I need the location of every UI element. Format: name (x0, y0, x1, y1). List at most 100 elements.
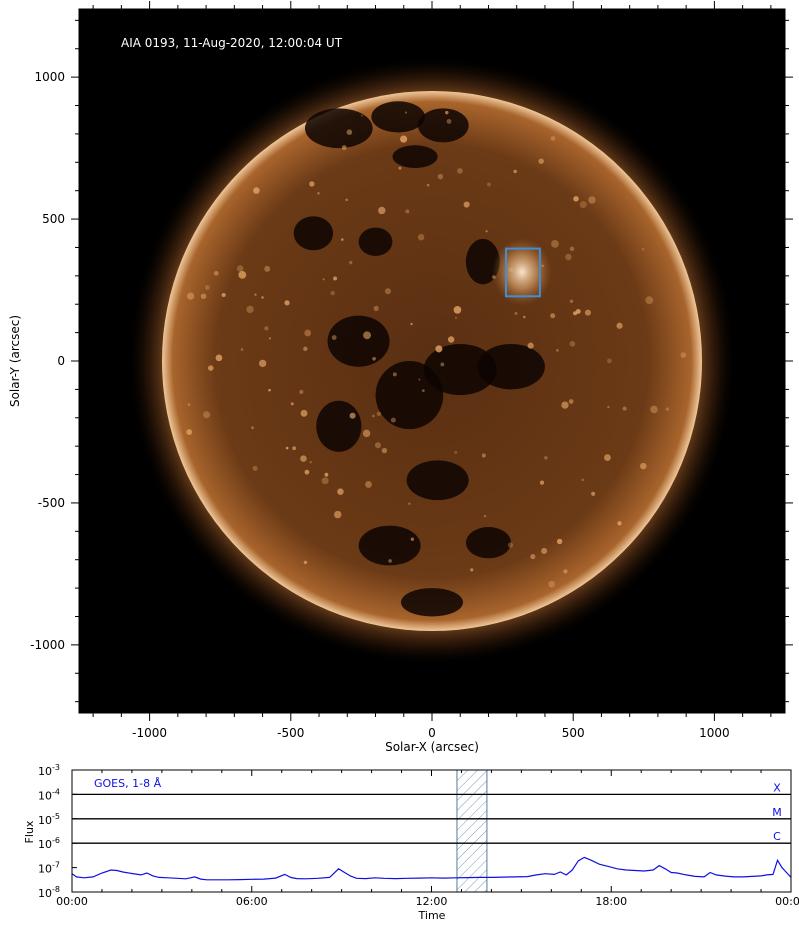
bright-point (333, 276, 338, 281)
bright-point (463, 201, 470, 208)
bright-point (573, 311, 578, 316)
bright-point (254, 293, 257, 296)
bright-point (561, 401, 569, 409)
bright-point (253, 187, 260, 194)
bright-point (381, 447, 388, 454)
bright-point (384, 288, 392, 295)
bright-point (372, 414, 375, 418)
x-tick-label: 1000 (699, 726, 730, 740)
x-tick-label: 00:00 (56, 895, 88, 908)
bright-point (680, 352, 687, 358)
x-tick-label: 06:00 (236, 895, 268, 908)
bright-point (376, 411, 382, 416)
bright-point (417, 233, 425, 241)
x-tick-label: 12:00 (416, 895, 448, 908)
bright-point (418, 378, 421, 381)
image-y-axis-label: Solar-Y (arcsec) (8, 315, 22, 407)
bright-point (563, 569, 568, 574)
sun-render (127, 56, 737, 666)
x-tick-label: 500 (562, 726, 585, 740)
bright-point (440, 362, 445, 367)
x-tick-label: -500 (277, 726, 304, 740)
bright-point (530, 553, 536, 560)
bright-point (404, 111, 407, 114)
coronal-hole (316, 400, 362, 452)
y-tick-label: -1000 (30, 638, 65, 652)
x-tick-label: -1000 (132, 726, 167, 740)
bright-point (453, 306, 462, 314)
bright-point (641, 247, 645, 251)
bright-point (246, 305, 254, 314)
coronal-hole (371, 101, 425, 133)
bright-point (324, 472, 329, 477)
coronal-hole (477, 343, 545, 390)
bright-point (259, 359, 267, 368)
bright-point (665, 407, 670, 411)
bright-point (360, 114, 364, 117)
bright-point (292, 446, 296, 451)
aia-image-panel: -1000 -500 0 500 1000 1000 500 0 -500 -1000 AIA 0… (8, 1, 793, 754)
image-axes-ticks: -1000 -500 0 500 1000 1000 500 0 -500 -1000 (30, 1, 793, 740)
lightcurve-background (72, 770, 791, 892)
y-tick-label: 500 (42, 212, 65, 226)
bright-point (268, 388, 271, 392)
goes-flux-line (72, 856, 791, 881)
bright-point (548, 580, 555, 588)
image-x-axis-label: Solar-X (arcsec) (385, 740, 479, 754)
bright-point (334, 510, 342, 519)
bright-point (372, 356, 376, 361)
flare-level-lines: XMC (72, 781, 791, 844)
bright-point (290, 402, 294, 406)
lightcurve-x-axis-label: Time (418, 909, 446, 922)
bright-point (285, 446, 289, 450)
bright-point (447, 336, 455, 343)
bright-point (421, 389, 425, 393)
y-tick-label: 10-7 (38, 861, 60, 876)
bright-point (538, 158, 544, 164)
bright-point (374, 442, 381, 449)
bright-point (486, 182, 491, 187)
bright-point (622, 406, 627, 411)
y-tick-label: 1000 (34, 70, 65, 84)
bright-point (264, 265, 271, 272)
bright-point (591, 491, 596, 496)
bright-point (331, 335, 337, 340)
flare-class-label: M (772, 806, 782, 819)
bright-point (457, 168, 463, 174)
bright-point (345, 198, 348, 202)
coronal-hole (304, 108, 373, 149)
bright-point (454, 450, 458, 454)
bright-point (400, 135, 408, 143)
bright-point (650, 405, 658, 414)
bright-point (341, 238, 344, 241)
bright-point (221, 292, 226, 297)
bright-point (264, 326, 269, 331)
coronal-hole (465, 527, 512, 559)
bright-point (365, 481, 372, 488)
y-tick-label: -500 (38, 496, 65, 510)
flare-class-label: C (773, 830, 781, 843)
bright-point (569, 340, 576, 347)
bright-point (446, 118, 452, 124)
bright-point (579, 201, 587, 209)
image-annotation: AIA 0193, 11-Aug-2020, 12:00:04 UT (121, 36, 343, 50)
coronal-hole (358, 525, 421, 566)
y-tick-label: 10-6 (38, 836, 60, 851)
bright-point (575, 309, 581, 314)
goes-lightcurve-panel: XMC 00:00 06:00 12:00 18:00 00:00 10-3 10-4 10-… (23, 763, 799, 922)
bright-point (363, 331, 371, 340)
bright-point (299, 389, 304, 394)
bright-point (640, 462, 647, 470)
bright-point (322, 278, 325, 281)
bright-point (588, 196, 596, 204)
bright-point (346, 129, 353, 135)
bright-point (604, 454, 611, 461)
bright-point (378, 206, 386, 215)
bright-point (341, 145, 347, 150)
coronal-hole (465, 238, 500, 285)
bright-point (208, 365, 214, 371)
bright-point (187, 403, 191, 406)
bright-point (527, 342, 534, 349)
bright-point (203, 411, 211, 419)
lightcurve-y-axis-label: Flux (23, 820, 36, 843)
